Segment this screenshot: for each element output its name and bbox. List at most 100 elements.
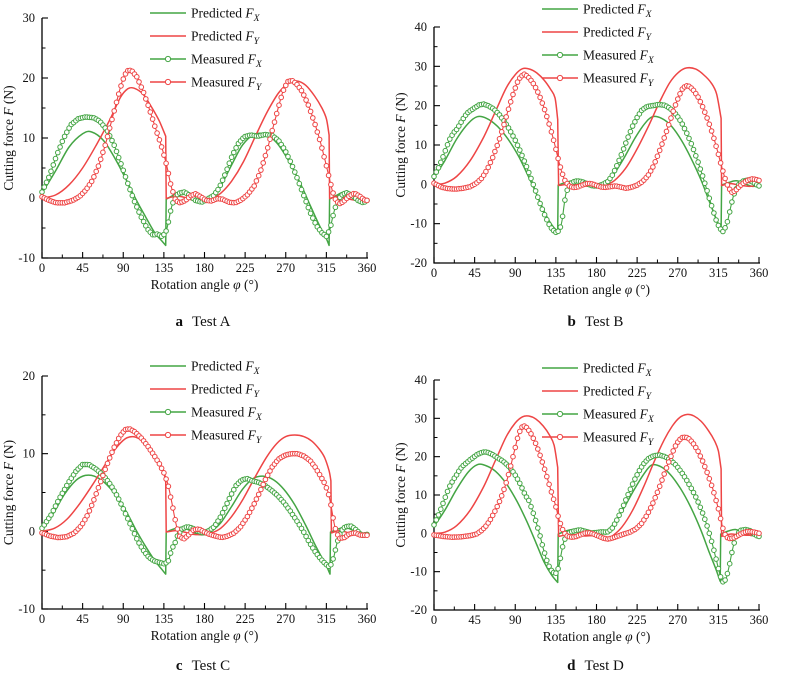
b-meas_fx-markers [431,101,762,236]
data-point [158,144,165,150]
legend-label: Predicted FX [583,2,653,21]
y-tick-label: 10 [23,447,36,461]
data-point [292,169,298,175]
data-point [310,115,316,121]
data-point [278,94,285,101]
data-point [494,142,500,149]
chart-b: 0 45 90 135 180 225 270 315 360 -20 -10 0 10 20 30 40 Re… [393,2,768,298]
x-tick-label: 90 [509,613,522,627]
data-point [690,146,697,153]
data-point [713,497,719,504]
x-tick-label: 270 [668,613,687,627]
data-point [677,91,683,97]
caption-text-c: Test C [191,658,231,674]
data-point [726,209,733,215]
x-tick-label: 360 [750,613,769,627]
data-point [544,113,550,120]
data-point [517,147,523,153]
data-point [260,160,267,166]
data-point [535,446,541,452]
legend-item-meas_fy [150,431,186,439]
data-point [307,210,314,217]
data-point [756,177,762,184]
data-point [328,181,334,188]
data-point [224,166,230,172]
data-point [59,138,66,145]
data-point [303,97,309,103]
data-point [695,159,701,165]
data-point [163,160,169,167]
data-point [301,92,307,98]
x-tick-label: 225 [236,612,255,626]
data-point [632,476,638,482]
data-point [706,121,713,127]
legend-label: Measured FX [583,48,655,67]
data-point [258,486,264,493]
subplot-c: 0 45 90 135 180 225 270 315 360 -10 0 10 20 Rotation … [0,344,392,688]
y-tick-label: 10 [415,488,428,502]
data-point [79,520,86,527]
data-point [111,142,117,148]
data-point [711,489,717,496]
x-tick-label: 180 [195,612,214,626]
data-point [541,106,548,113]
data-point [163,228,169,234]
data-point [111,488,117,494]
data-point [316,136,323,143]
data-point [447,483,453,489]
data-point [64,482,70,489]
y-tick-label: 20 [23,369,36,383]
y-axis-title: Cutting force F (N) [393,442,408,547]
data-point [43,179,50,186]
data-point [57,144,63,150]
d-meas_fx-line [433,451,760,584]
data-point [305,102,312,108]
x-tick-label: 180 [195,261,214,275]
legend-label: Measured FY [583,430,655,449]
data-point [438,506,444,512]
x-tick-label: 225 [628,613,647,627]
data-point [550,496,557,502]
data-point [298,87,305,94]
data-point [704,469,710,476]
data-point [118,161,124,167]
data-point [50,162,57,168]
data-point [228,491,235,497]
data-point [652,494,659,501]
data-point [258,167,264,173]
data-point [255,491,262,498]
data-point [729,199,735,205]
data-point [364,532,370,538]
x-tick-label: 135 [547,266,566,280]
data-point [704,187,710,194]
data-point [222,172,228,178]
data-point [695,94,701,100]
data-point [305,537,312,544]
x-tick-label: 0 [431,613,437,627]
legend-item-meas_fx [542,51,578,59]
data-point [127,186,133,193]
data-point [713,217,719,223]
data-point [659,141,665,147]
data-point [115,91,122,97]
data-point [88,178,95,185]
data-point [167,181,174,187]
data-point [93,491,99,497]
data-point [88,502,95,509]
data-point [280,145,287,151]
data-point [656,147,663,154]
data-point [149,116,156,122]
data-point [431,173,437,180]
data-point [323,233,330,240]
data-point [514,79,521,85]
data-point [217,182,224,189]
legend-item-meas_fy [542,74,578,82]
data-point [530,181,537,188]
data-point [697,453,704,459]
data-point [611,167,618,174]
data-point [634,472,640,478]
data-point [702,180,708,186]
data-point [122,174,129,180]
data-point [131,198,138,205]
data-point [321,479,327,486]
